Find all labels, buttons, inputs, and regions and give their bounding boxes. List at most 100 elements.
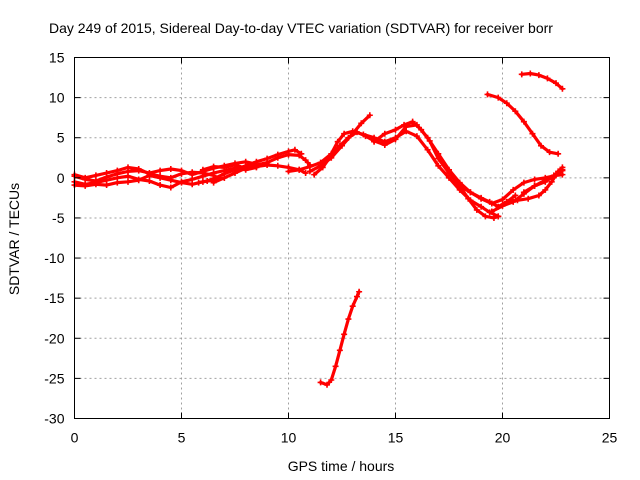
y-tick-label: -15 (44, 290, 64, 306)
data-series (71, 70, 566, 388)
data-point (103, 174, 110, 181)
data-point (302, 170, 309, 177)
data-point (264, 161, 271, 168)
data-point (535, 72, 542, 79)
data-point (546, 149, 553, 156)
data-point (499, 196, 506, 203)
data-point (341, 331, 348, 338)
data-point (92, 172, 99, 179)
data-point (157, 182, 164, 189)
data-point (520, 179, 527, 186)
data-point (167, 177, 174, 184)
data-point (542, 177, 549, 184)
x-tick-label: 5 (178, 430, 186, 446)
data-point (413, 133, 420, 140)
data-point (512, 108, 519, 115)
data-point (157, 167, 164, 174)
data-point (311, 171, 318, 178)
data-point (349, 303, 356, 310)
data-point (210, 179, 217, 186)
data-point (531, 182, 538, 189)
x-tick-label: 25 (602, 430, 618, 446)
data-point (527, 70, 534, 77)
data-point (531, 176, 538, 183)
data-point (473, 206, 480, 213)
y-axis-label: SDTVAR / TECUs (6, 183, 22, 295)
data-point (456, 182, 463, 189)
data-point (392, 126, 399, 133)
data-point (345, 316, 352, 323)
series-trace-q (518, 70, 566, 92)
data-point (525, 195, 532, 202)
data-point (125, 168, 131, 175)
data-point (381, 141, 388, 148)
data-point (328, 376, 335, 383)
data-point (499, 202, 506, 209)
y-tick-label: 0 (57, 170, 65, 186)
data-point (548, 178, 555, 185)
data-point (296, 166, 303, 173)
data-point (435, 162, 442, 169)
data-point (512, 192, 519, 199)
data-point (221, 164, 228, 171)
data-point (324, 381, 331, 388)
data-point (484, 91, 491, 98)
data-point (285, 168, 292, 175)
data-point (482, 213, 489, 220)
data-point (336, 347, 343, 354)
data-point (535, 192, 542, 199)
data-point (446, 170, 452, 177)
data-point (366, 112, 373, 119)
data-point (467, 189, 474, 196)
series-line (372, 120, 500, 220)
data-point (146, 170, 153, 177)
data-point (510, 186, 517, 193)
data-point (510, 198, 517, 205)
y-tick-label: -10 (44, 250, 64, 266)
x-axis-label: GPS time / hours (288, 458, 395, 474)
plot-frame (74, 57, 610, 419)
data-point (167, 184, 174, 191)
data-point (356, 288, 363, 295)
data-point (221, 174, 228, 181)
data-point (302, 157, 309, 164)
data-point (349, 130, 356, 137)
series-trace-p (484, 91, 562, 157)
data-point (199, 166, 206, 173)
data-point (478, 195, 485, 202)
data-point (332, 363, 339, 370)
data-point (353, 293, 360, 300)
series-trace-o (520, 166, 566, 196)
data-point (550, 172, 557, 179)
data-point (274, 154, 281, 161)
data-point (495, 94, 502, 101)
data-point (274, 162, 281, 169)
data-point (401, 121, 408, 128)
y-tick-label: 15 (49, 50, 65, 66)
y-tick-label: -25 (44, 370, 64, 386)
data-point (424, 146, 431, 153)
data-point (529, 130, 536, 137)
data-point (520, 189, 527, 196)
series-trace-g (199, 161, 309, 177)
data-point (478, 203, 485, 210)
data-point (538, 142, 545, 149)
data-point (317, 162, 324, 169)
y-tick-label: -20 (44, 330, 64, 346)
chart-title: Day 249 of 2015, Sidereal Day-to-day VTE… (49, 20, 553, 36)
series-line (286, 129, 500, 218)
data-point (317, 379, 324, 386)
data-point (542, 186, 549, 193)
data-point (465, 195, 472, 202)
data-point (341, 130, 348, 137)
data-point (306, 168, 313, 175)
data-point (212, 174, 219, 181)
data-point (296, 152, 303, 159)
data-point (555, 150, 562, 157)
data-point (82, 182, 89, 189)
y-tick-label: 10 (49, 90, 65, 106)
data-point (409, 118, 416, 125)
data-point (82, 176, 89, 183)
series-line (319, 290, 361, 387)
